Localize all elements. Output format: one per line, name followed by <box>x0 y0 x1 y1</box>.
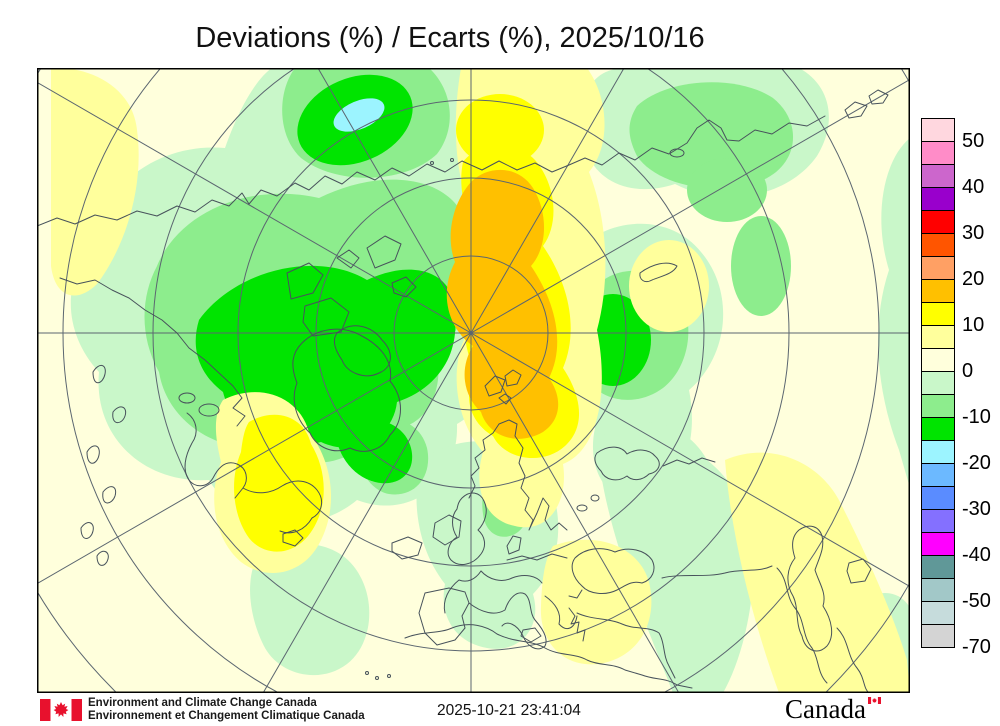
colorbar-box <box>921 509 955 533</box>
colorbar-box <box>921 601 955 625</box>
map-border <box>37 68 910 693</box>
agency-name-fr: Environnement et Changement Climatique C… <box>88 709 365 722</box>
agency-name-en: Environment and Climate Change Canada <box>88 697 317 709</box>
colorbar-label: 50 <box>962 130 985 152</box>
colorbar-box <box>921 141 955 165</box>
ozone-deviation-map <box>37 68 910 693</box>
colorbar-label: -70 <box>962 636 991 658</box>
coastlines <box>37 89 889 693</box>
colorbar-label: -30 <box>962 498 991 520</box>
contour-level-plus20 <box>446 169 559 439</box>
colorbar-box <box>921 371 955 395</box>
colorbar-box <box>921 233 955 257</box>
colorbar-box <box>921 118 955 142</box>
colorbar-label: -40 <box>962 544 991 566</box>
colorbar-box <box>921 417 955 441</box>
canada-wordmark: Canada <box>785 694 881 725</box>
generation-timestamp: 2025-10-21 23:41:04 <box>437 702 581 719</box>
colorbar-box <box>921 302 955 326</box>
colorbar-box <box>921 532 955 556</box>
colorbar: 50 40 30 20 10 0 -10 -20 -30 -40 -50 -70 <box>921 118 1000 658</box>
colorbar-swatches <box>921 118 1000 648</box>
colorbar-box <box>921 164 955 188</box>
colorbar-label: -20 <box>962 452 991 474</box>
colorbar-label: 30 <box>962 222 985 244</box>
colorbar-box <box>921 394 955 418</box>
colorbar-label: 10 <box>962 314 985 336</box>
colorbar-box <box>921 463 955 487</box>
canada-flag-icon <box>40 699 82 721</box>
map-frame <box>37 68 910 693</box>
colorbar-box <box>921 578 955 602</box>
colorbar-box <box>921 624 955 648</box>
agency-name: Environment and Climate Change Canada En… <box>88 697 365 722</box>
colorbar-box <box>921 348 955 372</box>
colorbar-box <box>921 256 955 280</box>
colorbar-box <box>921 440 955 464</box>
colorbar-box <box>921 325 955 349</box>
colorbar-label: 0 <box>962 360 974 382</box>
colorbar-box <box>921 187 955 211</box>
graticule <box>37 68 910 693</box>
colorbar-label: -50 <box>962 590 991 612</box>
contour-level-minus20 <box>333 98 385 132</box>
colorbar-box <box>921 486 955 510</box>
colorbar-box <box>921 279 955 303</box>
colorbar-label: 20 <box>962 268 985 290</box>
footer: Environment and Climate Change Canada En… <box>0 694 1000 726</box>
page-title: Deviations (%) / Ecarts (%), 2025/10/16 <box>195 22 705 54</box>
colorbar-label: -10 <box>962 406 991 428</box>
canada-wordmark-text: Canada <box>785 694 866 724</box>
canada-wordmark-flag-icon <box>867 697 881 704</box>
colorbar-label: 40 <box>962 176 985 198</box>
colorbar-box <box>921 555 955 579</box>
colorbar-box <box>921 210 955 234</box>
